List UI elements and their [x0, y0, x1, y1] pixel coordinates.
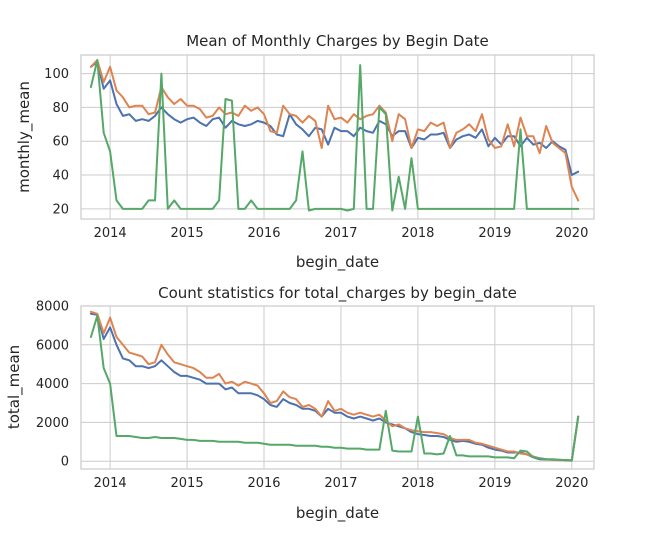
- x-tick-label: 2020: [555, 226, 588, 241]
- series-line-3: [89, 314, 580, 462]
- series-layer: [89, 310, 580, 462]
- y-tick-label: 2000: [36, 416, 69, 431]
- series-layer: [89, 59, 580, 212]
- x-tick-label: 2014: [94, 476, 127, 491]
- series-line-1: [89, 312, 580, 462]
- series-line-2: [89, 310, 580, 462]
- y-tick-label: 60: [52, 135, 69, 150]
- chart-title: Count statistics for total_charges by be…: [158, 284, 517, 303]
- y-axis-label: monthly_mean: [15, 81, 34, 193]
- y-tick-label: 80: [52, 101, 69, 116]
- y-tick-label: 4000: [36, 377, 69, 392]
- y-tick-label: 8000: [36, 300, 69, 315]
- monthly-mean-chart: 2014 2015 2016 2017 2018 2019 202020406080100 …: [15, 32, 595, 272]
- x-tick-label: 2017: [324, 476, 357, 491]
- series-line-2: [89, 59, 580, 202]
- y-tick-label: 20: [52, 202, 69, 217]
- y-tick-label: 40: [52, 169, 69, 184]
- y-tick-label: 6000: [36, 338, 69, 353]
- x-axis-label: begin_date: [296, 253, 379, 272]
- plot-area: [80, 305, 595, 470]
- series-line-3: [89, 59, 580, 212]
- chart-title: Mean of Monthly Charges by Begin Date: [186, 32, 489, 50]
- y-tick-label: 100: [44, 67, 69, 82]
- y-tick-label: 0: [61, 455, 69, 470]
- x-tick-label: 2018: [401, 476, 434, 491]
- x-tick-label: 2019: [478, 226, 511, 241]
- series-line-1: [89, 60, 580, 176]
- tick-labels: 2014 2015 2016 2017 2018 2019 2020 0 2000 4000 600…: [36, 300, 588, 492]
- x-tick-label: 2015: [171, 226, 204, 241]
- total-mean-chart: 2014 2015 2016 2017 2018 2019 2020 0 2000 4000 600…: [5, 284, 595, 523]
- grid: [81, 305, 594, 469]
- x-axis-label: begin_date: [296, 504, 379, 523]
- x-tick-label: 2018: [401, 226, 434, 241]
- x-tick-label: 2019: [478, 476, 511, 491]
- x-tick-label: 2015: [171, 476, 204, 491]
- y-axis-label: total_mean: [5, 345, 24, 429]
- x-tick-label: 2020: [555, 476, 588, 491]
- x-tick-label: 2017: [324, 226, 357, 241]
- x-tick-label: 2016: [247, 476, 280, 491]
- x-tick-label: 2014: [94, 226, 127, 241]
- x-tick-label: 2016: [247, 226, 280, 241]
